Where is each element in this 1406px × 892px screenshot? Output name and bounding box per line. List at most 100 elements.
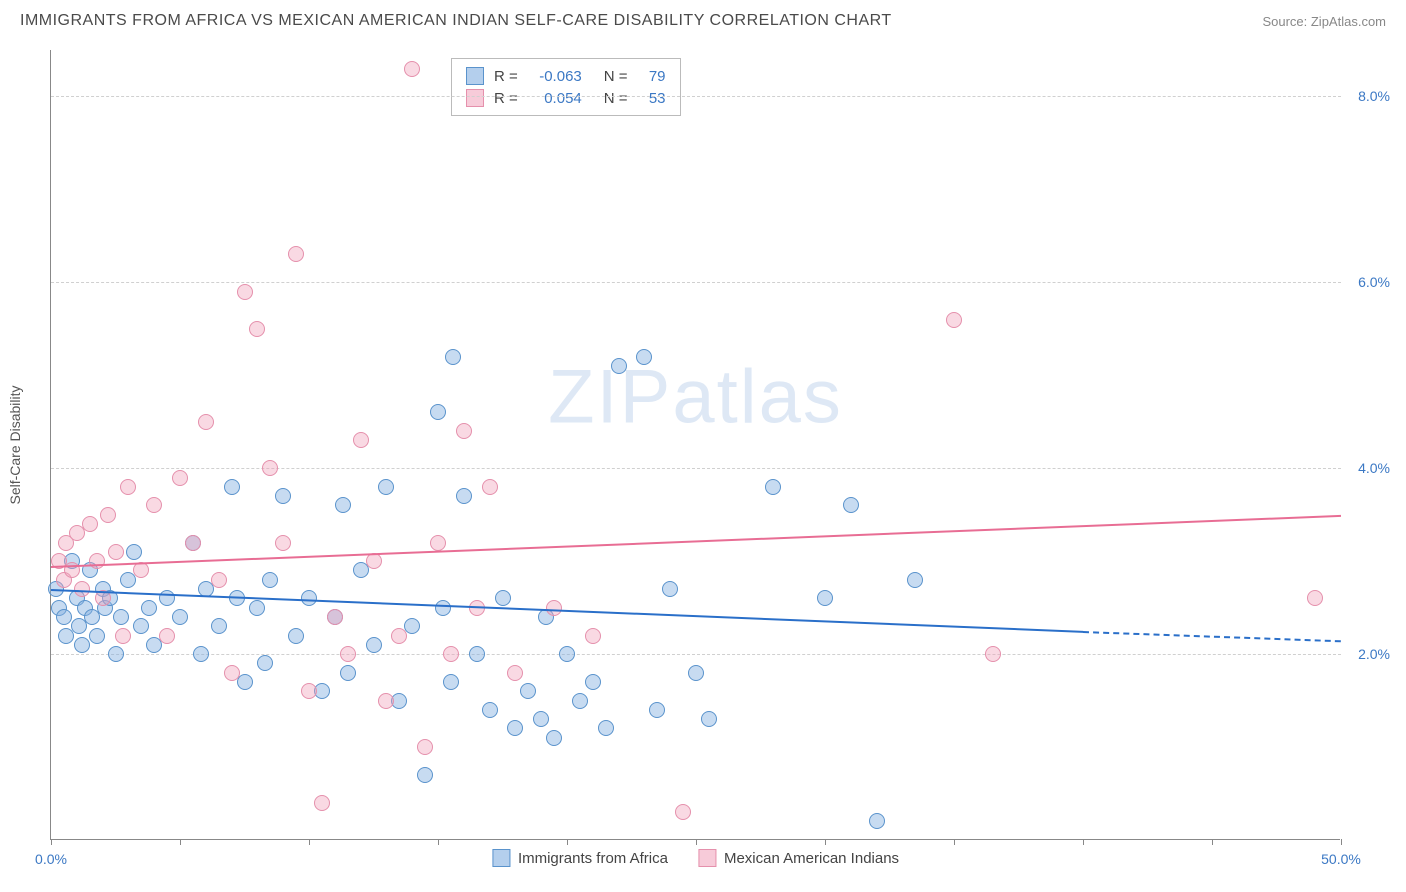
data-point (262, 460, 278, 476)
data-point (172, 609, 188, 625)
data-point (335, 497, 351, 513)
stats-n-value: 53 (638, 90, 666, 107)
data-point (366, 637, 382, 653)
data-point (172, 470, 188, 486)
data-point (366, 553, 382, 569)
stats-r-value: -0.063 (528, 68, 582, 85)
stats-legend-box: R =-0.063N =79R =0.054N =53 (451, 58, 681, 116)
stats-n-label: N = (604, 68, 628, 85)
data-point (185, 535, 201, 551)
data-point (193, 646, 209, 662)
bottom-legend: Immigrants from Africa Mexican American I… (492, 849, 899, 867)
legend-item: Immigrants from Africa (492, 849, 668, 867)
plot-area: ZIPatlas R =-0.063N =79R =0.054N =53 Imm… (50, 50, 1340, 840)
data-point (120, 479, 136, 495)
stats-n-value: 79 (638, 68, 666, 85)
data-point (675, 804, 691, 820)
data-point (340, 646, 356, 662)
data-point (275, 488, 291, 504)
data-point (391, 628, 407, 644)
data-point (817, 590, 833, 606)
chart-title: IMMIGRANTS FROM AFRICA VS MEXICAN AMERIC… (20, 12, 892, 30)
data-point (662, 581, 678, 597)
trend-line (51, 589, 1083, 633)
stats-r-label: R = (494, 90, 518, 107)
data-point (257, 655, 273, 671)
data-point (126, 544, 142, 560)
data-point (108, 544, 124, 560)
y-tick-label: 8.0% (1346, 88, 1390, 104)
data-point (288, 246, 304, 262)
data-point (141, 600, 157, 616)
grid-line (51, 468, 1341, 469)
data-point (649, 702, 665, 718)
data-point (636, 349, 652, 365)
x-tick (954, 839, 955, 845)
legend-item: Mexican American Indians (698, 849, 899, 867)
data-point (211, 618, 227, 634)
data-point (1307, 590, 1323, 606)
data-point (146, 497, 162, 513)
stats-r-label: R = (494, 68, 518, 85)
data-point (559, 646, 575, 662)
data-point (89, 628, 105, 644)
data-point (533, 711, 549, 727)
data-point (546, 600, 562, 616)
data-point (237, 284, 253, 300)
y-axis-label: Self-Care Disability (7, 385, 23, 504)
data-point (56, 609, 72, 625)
legend-swatch (466, 89, 484, 107)
data-point (907, 572, 923, 588)
data-point (378, 693, 394, 709)
x-tick (180, 839, 181, 845)
legend-swatch (492, 849, 510, 867)
data-point (288, 628, 304, 644)
data-point (435, 600, 451, 616)
data-point (133, 562, 149, 578)
x-tick (51, 839, 52, 845)
legend-label: Immigrants from Africa (518, 850, 668, 867)
data-point (585, 674, 601, 690)
x-tick (825, 839, 826, 845)
data-point (378, 479, 394, 495)
data-point (417, 767, 433, 783)
data-point (237, 674, 253, 690)
data-point (456, 423, 472, 439)
chart-header: IMMIGRANTS FROM AFRICA VS MEXICAN AMERIC… (0, 0, 1406, 38)
data-point (507, 720, 523, 736)
data-point (765, 479, 781, 495)
x-tick (309, 839, 310, 845)
data-point (520, 683, 536, 699)
data-point (688, 665, 704, 681)
chart-source: Source: ZipAtlas.com (1262, 14, 1386, 29)
data-point (113, 609, 129, 625)
data-point (546, 730, 562, 746)
data-point (198, 414, 214, 430)
trend-line (51, 515, 1341, 568)
stats-row: R =0.054N =53 (466, 87, 666, 109)
data-point (108, 646, 124, 662)
data-point (507, 665, 523, 681)
data-point (275, 535, 291, 551)
data-point (404, 61, 420, 77)
data-point (598, 720, 614, 736)
x-tick (1341, 839, 1342, 845)
data-point (327, 609, 343, 625)
x-tick (1212, 839, 1213, 845)
data-point (946, 312, 962, 328)
data-point (585, 628, 601, 644)
stats-r-value: 0.054 (528, 90, 582, 107)
legend-label: Mexican American Indians (724, 850, 899, 867)
x-tick (438, 839, 439, 845)
data-point (482, 479, 498, 495)
trend-line (1083, 631, 1341, 642)
x-tick (567, 839, 568, 845)
data-point (159, 628, 175, 644)
data-point (456, 488, 472, 504)
data-point (249, 600, 265, 616)
data-point (353, 432, 369, 448)
data-point (611, 358, 627, 374)
watermark: ZIPatlas (548, 354, 843, 441)
data-point (133, 618, 149, 634)
legend-swatch (466, 67, 484, 85)
